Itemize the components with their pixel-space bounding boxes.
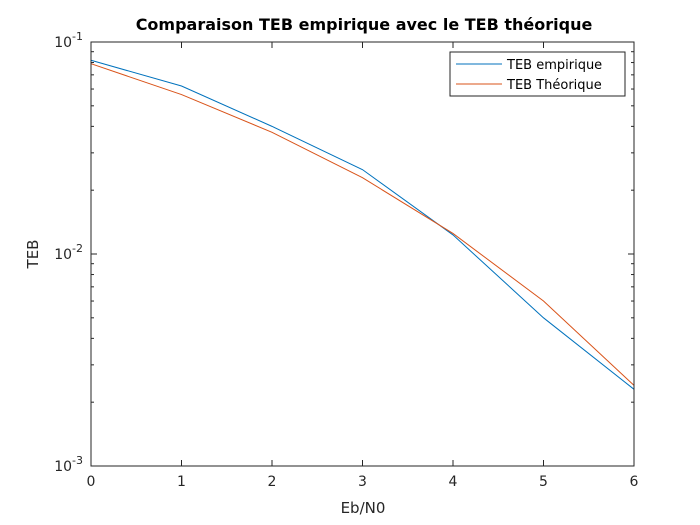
x-tick-label: 4 — [449, 474, 458, 490]
series-line-1 — [90, 59, 635, 390]
x-axis-label: Eb/N0 — [341, 499, 386, 517]
y-axis-label: TEB — [24, 240, 42, 270]
x-tick-label: 0 — [87, 474, 96, 490]
ticks-layer: 0 1 2 3 4 5 6 10-1 10-2 10-3 — [54, 30, 638, 490]
legend-entries: TEB empirique TEB Théorique — [456, 58, 602, 93]
plot-area — [91, 42, 634, 466]
x-tick-label: 2 — [268, 474, 277, 490]
plot-frame — [90, 41, 635, 467]
x-tick-label: 1 — [177, 474, 186, 490]
x-tick-label: 6 — [630, 474, 639, 490]
x-tick-label: 5 — [539, 474, 548, 490]
y-tick-label: 10-1 — [54, 30, 83, 51]
y-tick-label: 10-2 — [54, 242, 83, 263]
y-tick-label: 10-3 — [54, 454, 83, 475]
legend-label: TEB Théorique — [506, 78, 602, 93]
series-line-2 — [90, 63, 635, 386]
legend-box — [449, 51, 626, 97]
series-layer — [90, 59, 635, 390]
legend-label: TEB empirique — [506, 58, 602, 73]
legend: TEB empirique TEB Théorique — [449, 51, 626, 97]
chart-title: Comparaison TEB empirique avec le TEB th… — [136, 15, 593, 34]
x-tick-label: 3 — [358, 474, 367, 490]
